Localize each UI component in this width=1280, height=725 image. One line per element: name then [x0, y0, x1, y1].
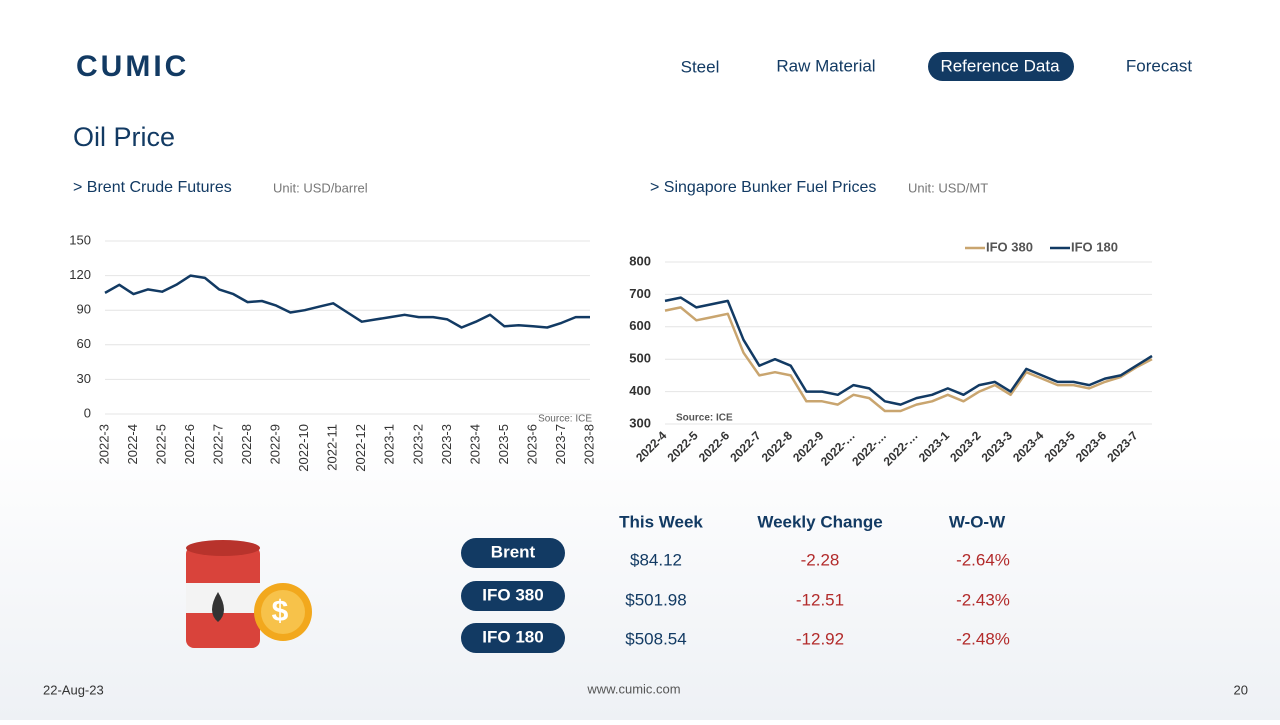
x-tick-label: 2023-2 [410, 424, 425, 464]
x-tick-label: 2023-7 [1104, 428, 1141, 465]
row-label-bg [461, 538, 565, 568]
table-cell: -2.48% [956, 629, 1010, 648]
table-header: W-O-W [949, 512, 1006, 531]
row-label: Brent [491, 542, 536, 561]
x-tick-label: 2022-12 [353, 424, 368, 472]
legend-label: IFO 180 [1071, 239, 1118, 254]
x-tick-label: 2022-9 [268, 424, 283, 464]
x-tick-label: 2022-7 [211, 424, 226, 464]
x-tick-label: 2023-5 [1041, 428, 1078, 465]
y-tick-label: 500 [629, 351, 651, 366]
y-tick-label: 150 [69, 232, 91, 247]
x-tick-label: 2023-3 [979, 428, 1016, 465]
footer-page: 20 [1234, 682, 1248, 697]
x-tick-label: 2022-8 [759, 428, 796, 465]
x-tick-label: 2022-10 [296, 424, 311, 472]
x-tick-label: 2023-7 [553, 424, 568, 464]
table-cell: -2.43% [956, 590, 1010, 609]
x-tick-label: 2023-8 [581, 424, 596, 464]
y-tick-label: 30 [77, 371, 91, 386]
x-tick-label: 2023-1 [916, 428, 953, 465]
logo: CUMIC [76, 50, 189, 83]
chart-title: > Brent Crude Futures [73, 179, 232, 196]
chart-unit: Unit: USD/MT [908, 180, 988, 195]
x-tick-label: 2022-4 [125, 424, 140, 464]
nav-active-bg [928, 52, 1074, 81]
x-tick-label: 2022-5 [664, 428, 701, 465]
table-cell: $508.54 [625, 629, 686, 648]
source: Source: ICE [538, 414, 592, 425]
x-tick-label: 2023-1 [382, 424, 397, 464]
table-cell: -12.51 [796, 590, 844, 609]
page-title: Oil Price [73, 122, 175, 152]
x-tick-label: 2023-4 [1010, 428, 1047, 465]
y-tick-label: 400 [629, 383, 651, 398]
x-tick-label: 2022-7 [727, 428, 764, 465]
y-tick-label: 800 [629, 253, 651, 268]
table-cell: -12.92 [796, 629, 844, 648]
oil-barrel-icon: $ [186, 540, 312, 648]
x-tick-label: 2022-6 [182, 424, 197, 464]
y-tick-label: 120 [69, 267, 91, 282]
x-tick-label: 2022-… [881, 428, 921, 468]
x-tick-label: 2022-5 [153, 424, 168, 464]
x-tick-label: 2023-6 [1073, 428, 1110, 465]
nav-item[interactable]: Reference Data [940, 56, 1060, 75]
row-label: IFO 180 [482, 627, 543, 646]
y-tick-label: 90 [77, 302, 91, 317]
table-cell: -2.64% [956, 550, 1010, 569]
x-tick-label: 2023-6 [524, 424, 539, 464]
y-tick-label: 0 [84, 405, 91, 420]
y-tick-label: 700 [629, 286, 651, 301]
row-label: IFO 380 [482, 585, 543, 604]
y-tick-label: 600 [629, 318, 651, 333]
chart-title: > Singapore Bunker Fuel Prices [650, 179, 876, 196]
x-tick-label: 2023-2 [947, 428, 984, 465]
table-cell: -2.28 [801, 550, 840, 569]
row-label-bg [461, 581, 565, 611]
x-tick-label: 2023-3 [439, 424, 454, 464]
table-rows: Brent $84.12 -2.28 -2.64% IFO 380 $501.98 -12.… [461, 538, 1010, 653]
table-header: This Week [619, 512, 703, 531]
nav-item[interactable]: Raw Material [776, 56, 875, 75]
svg-text:$: $ [272, 595, 289, 628]
footer-date: 22-Aug-23 [43, 682, 104, 697]
table-cell: $84.12 [630, 550, 682, 569]
x-tick-label: 2022-11 [325, 424, 340, 471]
nav-item[interactable]: Steel [681, 57, 720, 76]
source: Source: ICE [676, 413, 733, 424]
x-tick-label: 2022-4 [633, 428, 670, 465]
nav-item[interactable]: Forecast [1126, 56, 1192, 75]
y-tick-label: 300 [629, 415, 651, 430]
x-tick-label: 2023-5 [496, 424, 511, 464]
table-header: Weekly Change [757, 512, 882, 531]
x-tick-label: 2022-6 [696, 428, 733, 465]
table-cell: $501.98 [625, 590, 686, 609]
x-tick-label: 2022-8 [239, 424, 254, 464]
footer-site: www.cumic.com [586, 681, 680, 696]
legend-label: IFO 380 [986, 239, 1033, 254]
x-tick-label: 2023-4 [467, 424, 482, 464]
chart-unit: Unit: USD/barrel [273, 180, 368, 195]
x-tick-label: 2022-3 [96, 424, 111, 464]
y-tick-label: 60 [77, 336, 91, 351]
row-label-bg [461, 623, 565, 653]
data-line [104, 274, 590, 329]
data-line [664, 296, 1153, 406]
data-line [664, 306, 1153, 413]
